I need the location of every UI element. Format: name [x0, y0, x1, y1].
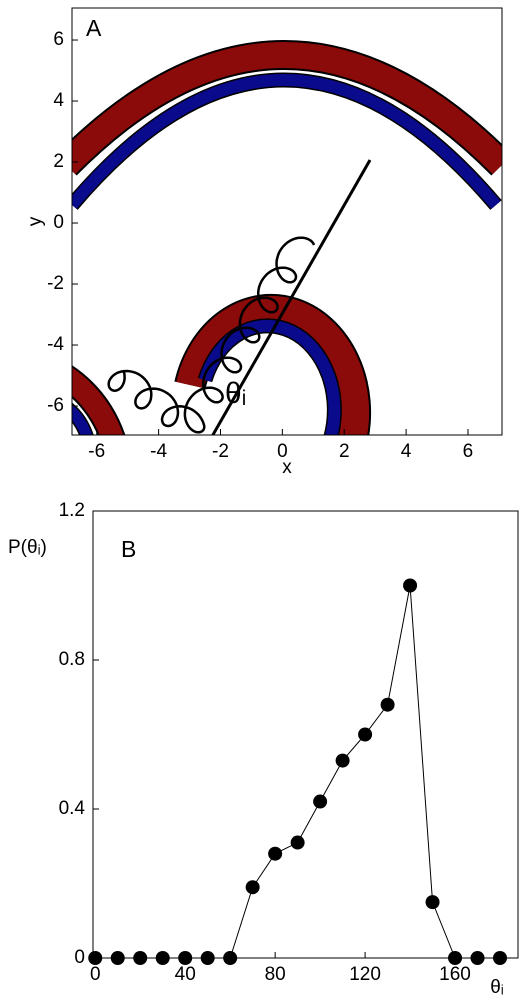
x-tick-label: 0 — [90, 964, 101, 985]
y-tick-label: 2 — [53, 151, 64, 172]
x-axis-label: x — [282, 457, 292, 478]
data-point — [245, 880, 260, 895]
data-point — [313, 794, 328, 809]
x-tick-label: 120 — [349, 964, 381, 985]
data-point — [425, 895, 440, 910]
x-tick-label: 4 — [401, 441, 412, 462]
direction-line — [211, 159, 372, 435]
x-tick-label: 0 — [277, 441, 288, 462]
data-point — [358, 727, 373, 742]
y-tick-label: -2 — [47, 273, 64, 294]
x-tick-label: -2 — [212, 441, 229, 462]
y-tick-label: 0 — [53, 212, 64, 233]
x-axis-label: θᵢ — [490, 977, 504, 998]
blue-band — [72, 74, 501, 209]
y-tick-label: 0.4 — [59, 798, 86, 819]
red-band — [72, 42, 502, 175]
wave-drawing — [72, 40, 502, 435]
x-tick-label: 6 — [463, 441, 474, 462]
data-point — [268, 846, 283, 861]
annotation: θᵢ — [225, 377, 246, 410]
data-point — [380, 697, 395, 712]
axes-frame — [71, 7, 503, 436]
blue-band — [72, 404, 93, 435]
y-axis-label: y — [25, 216, 46, 226]
y-axis-label: P(θᵢ) — [8, 537, 47, 558]
x-tick-label: 160 — [439, 964, 471, 985]
y-tick-label: -6 — [47, 395, 64, 416]
panel-label: B — [121, 536, 136, 562]
x-tick-label: 2 — [339, 441, 350, 462]
panel-label: A — [86, 15, 102, 41]
red-band — [176, 295, 370, 435]
data-point — [335, 753, 350, 768]
y-tick-label: 1.2 — [59, 500, 85, 521]
trajectory — [107, 236, 316, 434]
x-tick-label: 40 — [175, 964, 196, 985]
y-tick-label: -4 — [47, 334, 64, 355]
data-point — [290, 835, 305, 850]
axes-frame — [92, 510, 519, 959]
x-tick-label: -4 — [150, 441, 167, 462]
x-tick-label: -6 — [88, 441, 105, 462]
y-tick-label: 0 — [74, 947, 85, 968]
y-tick-label: 6 — [53, 29, 64, 50]
x-tick-label: 80 — [265, 964, 286, 985]
y-tick-label: 4 — [53, 90, 64, 111]
data-point — [403, 578, 418, 593]
y-tick-label: 0.8 — [59, 649, 85, 670]
